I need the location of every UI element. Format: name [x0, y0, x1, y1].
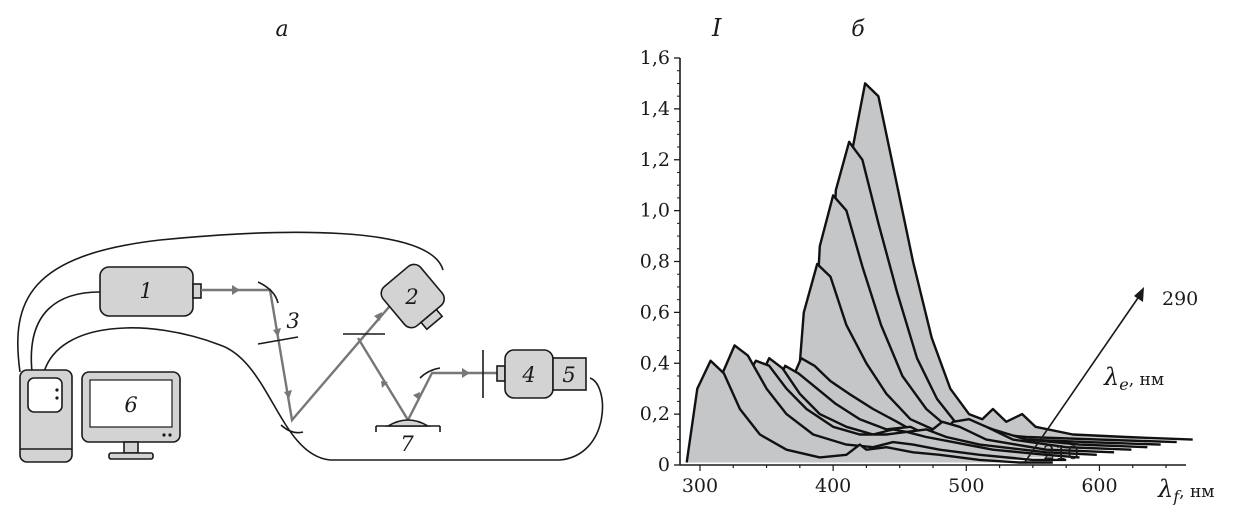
mirror-bottom: [280, 424, 304, 434]
arrow-beam-3: [284, 390, 292, 399]
y-tick-label: 0,4: [640, 352, 670, 374]
y-tick-label: 0,6: [640, 301, 670, 323]
detector-5: [552, 357, 587, 391]
device-5-label: 5: [562, 363, 575, 387]
panel-a-label: a: [275, 17, 288, 42]
depth-axis-line: [1024, 294, 1141, 463]
depth-start-label: 210: [1043, 442, 1079, 464]
controller-led-2: [55, 396, 59, 400]
spectrum-area-9: [825, 141, 1177, 443]
setup-diagram: a 1 3 2 4: [17, 17, 604, 463]
depth-end-label: 290: [1162, 288, 1198, 310]
monitor-stand: [108, 452, 154, 460]
device-2-label: 2: [404, 285, 418, 309]
monitor-screen: [89, 379, 173, 428]
arrow-beam-4: [374, 312, 382, 321]
spectrum-area-8: [809, 195, 1161, 445]
y-axis-title: I: [711, 14, 722, 42]
spectra-chart: б I 0 0,2 0,4 0,6 0,8 1,0 1,2 1,4 1,6 300 400 500 6…: [640, 14, 1215, 505]
filter-3: [257, 336, 299, 345]
x-tick-label: 500: [948, 475, 984, 497]
x-ticks: 300 400 500 600: [682, 465, 1167, 497]
series-layer: [685, 82, 1193, 464]
spectrum-area-7: [793, 264, 1148, 448]
arrow-beam-6: [413, 392, 420, 400]
mirror-right: [419, 367, 441, 379]
device-4-label: 4: [521, 363, 535, 387]
controller-led-1: [55, 388, 59, 392]
monochromator-nozzle: [496, 365, 506, 382]
optical-path-2: [356, 337, 500, 423]
x-tick-label: 300: [682, 475, 718, 497]
y-tick-label: 0,2: [640, 403, 670, 425]
arrow-beam-2: [273, 328, 281, 337]
arrow-beam-1: [232, 285, 240, 295]
depth-axis-title: λe, нм: [1103, 363, 1164, 394]
wire-pc-to-source1: [30, 291, 101, 373]
spectrum-line-2: [712, 344, 1067, 462]
x-axis-subscript: f: [1172, 487, 1182, 505]
x-tick-label: 600: [1081, 475, 1117, 497]
y-tick-label: 1,2: [640, 149, 670, 171]
y-ticks: 0 0,2 0,4 0,6 0,8 1,0 1,2 1,4 1,6: [640, 47, 680, 476]
spectrum-line-7: [792, 262, 1148, 449]
arrow-beam-5: [381, 381, 388, 388]
device-1-label: 1: [139, 279, 152, 303]
x-axis-unit: , нм: [1179, 482, 1214, 502]
spectrum-area-1: [686, 360, 1053, 463]
wire-pc-to-detector2: [17, 231, 444, 373]
y-tick-label: 1,6: [640, 47, 670, 69]
x-axis-symbol: λ: [1157, 475, 1173, 503]
x-axis-title: λf, нм: [1157, 475, 1215, 505]
spectrum-line-5: [760, 364, 1115, 454]
panel-b-label: б: [851, 17, 865, 42]
device-6-label: 6: [124, 393, 137, 417]
monitor-neck: [123, 441, 139, 454]
sample-7: [385, 419, 431, 427]
mirror-top: [257, 281, 279, 304]
y-tick-label: 1,4: [640, 98, 670, 120]
reference-detector-2: [380, 263, 445, 331]
monitor-button-2: [168, 433, 172, 437]
depth-axis-symbol: λ: [1103, 363, 1119, 391]
monitor-button-1: [162, 433, 166, 437]
device-3-label: 3: [286, 309, 299, 333]
y-tick-label: 0: [658, 454, 670, 476]
device-7-label: 7: [400, 432, 414, 456]
depth-axis-arrowhead: [1134, 287, 1144, 302]
spectrum-area-2: [713, 345, 1067, 460]
spectrum-area-3: [729, 360, 1080, 458]
y-tick-label: 1,0: [640, 200, 670, 222]
spectrum-line-1: [685, 359, 1053, 464]
arrow-beam-7: [462, 368, 470, 378]
controller-screen: [27, 377, 63, 413]
spectrum-area-10: [841, 83, 1193, 440]
spectrum-line-3: [728, 359, 1080, 459]
x-tick-label: 400: [815, 475, 851, 497]
wire-pc-to-detector5: [43, 327, 604, 461]
depth-axis-subscript: e: [1119, 375, 1128, 394]
light-source-nozzle: [192, 283, 202, 299]
y-tick-label: 0,8: [640, 251, 670, 273]
depth-axis-unit: , нм: [1129, 370, 1164, 390]
